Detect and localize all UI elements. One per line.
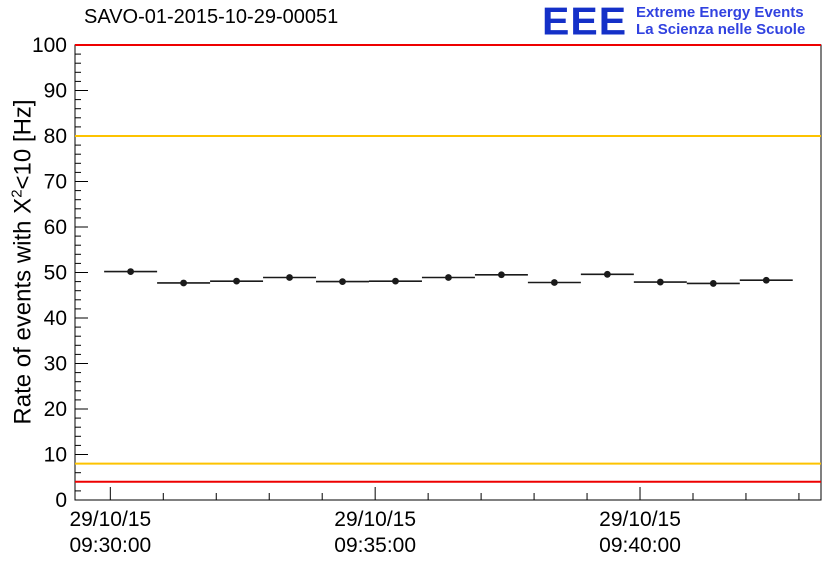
y-tick-label: 10 xyxy=(44,444,67,467)
y-tick-label: 40 xyxy=(44,307,67,330)
x-tick-label-date: 29/10/15 xyxy=(599,508,681,531)
data-point xyxy=(498,271,505,279)
data-point xyxy=(233,277,240,285)
y-tick-label: 70 xyxy=(44,171,67,194)
chart-title: SAVO-01-2015-10-29-00051 xyxy=(84,6,339,28)
y-tick-label: 20 xyxy=(44,398,67,421)
data-point xyxy=(180,279,187,287)
data-point xyxy=(286,274,293,281)
x-tick-label-time: 09:35:00 xyxy=(334,534,416,557)
y-tick-label: 30 xyxy=(44,353,67,376)
y-tick-label: 60 xyxy=(44,216,67,239)
x-tick-label-time: 09:40:00 xyxy=(599,534,681,557)
x-tick-label-date: 29/10/15 xyxy=(334,508,416,531)
eee-logo: EEE Extreme Energy Events La Scienza nel… xyxy=(542,1,805,41)
data-point xyxy=(709,280,717,287)
y-axis-label: Rate of events with X2<10 [Hz] xyxy=(9,99,38,424)
y-tick-label: 50 xyxy=(44,262,67,285)
y-axis-label-sup: 2 xyxy=(8,189,26,198)
x-tick-label-time: 09:30:00 xyxy=(69,534,151,557)
data-point xyxy=(603,270,611,278)
data-point xyxy=(392,277,399,285)
y-axis-label-suffix: <10 [Hz] xyxy=(9,99,37,190)
eee-logo-text: Extreme Energy Events La Scienza nelle S… xyxy=(636,1,805,38)
y-tick-label: 100 xyxy=(32,34,67,57)
y-tick-label: 0 xyxy=(55,489,67,512)
data-point xyxy=(339,278,346,285)
eee-logo-line2: La Scienza nelle Scuole xyxy=(636,21,806,38)
plot-frame xyxy=(74,44,822,501)
data-point xyxy=(445,274,452,281)
data-point xyxy=(550,279,558,286)
y-tick-label: 90 xyxy=(44,80,67,103)
y-axis-label-prefix: Rate of events with X xyxy=(9,197,37,425)
eee-logo-line1: Extreme Energy Events xyxy=(636,4,804,21)
x-tick-label-date: 29/10/15 xyxy=(69,508,151,531)
data-point xyxy=(127,268,135,275)
data-point xyxy=(656,278,664,286)
data-point xyxy=(762,276,770,284)
eee-logo-letters: EEE xyxy=(542,0,628,43)
y-tick-label: 80 xyxy=(44,125,67,148)
